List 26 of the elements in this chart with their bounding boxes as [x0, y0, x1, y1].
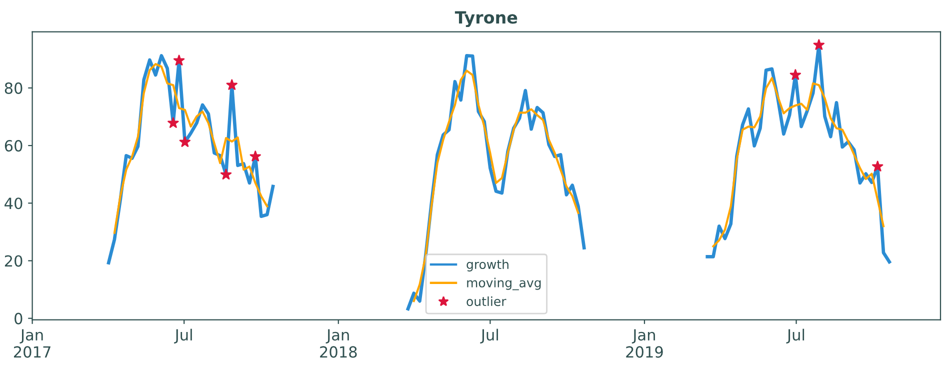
line-series: [113, 63, 268, 234]
legend-label: growth: [466, 259, 508, 272]
x-tick-label: Jan 2019: [626, 329, 663, 358]
line-series: [712, 77, 885, 248]
legend-label: outlier: [466, 296, 506, 306]
point: [790, 69, 802, 80]
point: [872, 160, 884, 172]
x-tick-label: Jul: [786, 328, 804, 344]
y-tick-label: 0: [14, 312, 22, 324]
chart-title: Tyrone: [454, 11, 518, 28]
x-tick-label: Jul: [480, 328, 498, 344]
y-tick-label: 60: [4, 140, 22, 152]
y-tick-label: 20: [4, 255, 22, 267]
point: [250, 150, 261, 162]
point: [220, 168, 232, 180]
point: [168, 117, 179, 128]
y-tick-label: 80: [4, 82, 22, 94]
point: [179, 136, 191, 147]
x-tick-label: Jan 2018: [320, 329, 357, 358]
point: [226, 79, 238, 90]
y-tick-label: 40: [4, 198, 22, 210]
point: [813, 39, 824, 50]
x-tick-label: Jan 2017: [14, 329, 50, 358]
legend-label: moving_avg: [467, 278, 541, 290]
x-tick-label: Jul: [174, 328, 192, 344]
point: [173, 54, 185, 66]
